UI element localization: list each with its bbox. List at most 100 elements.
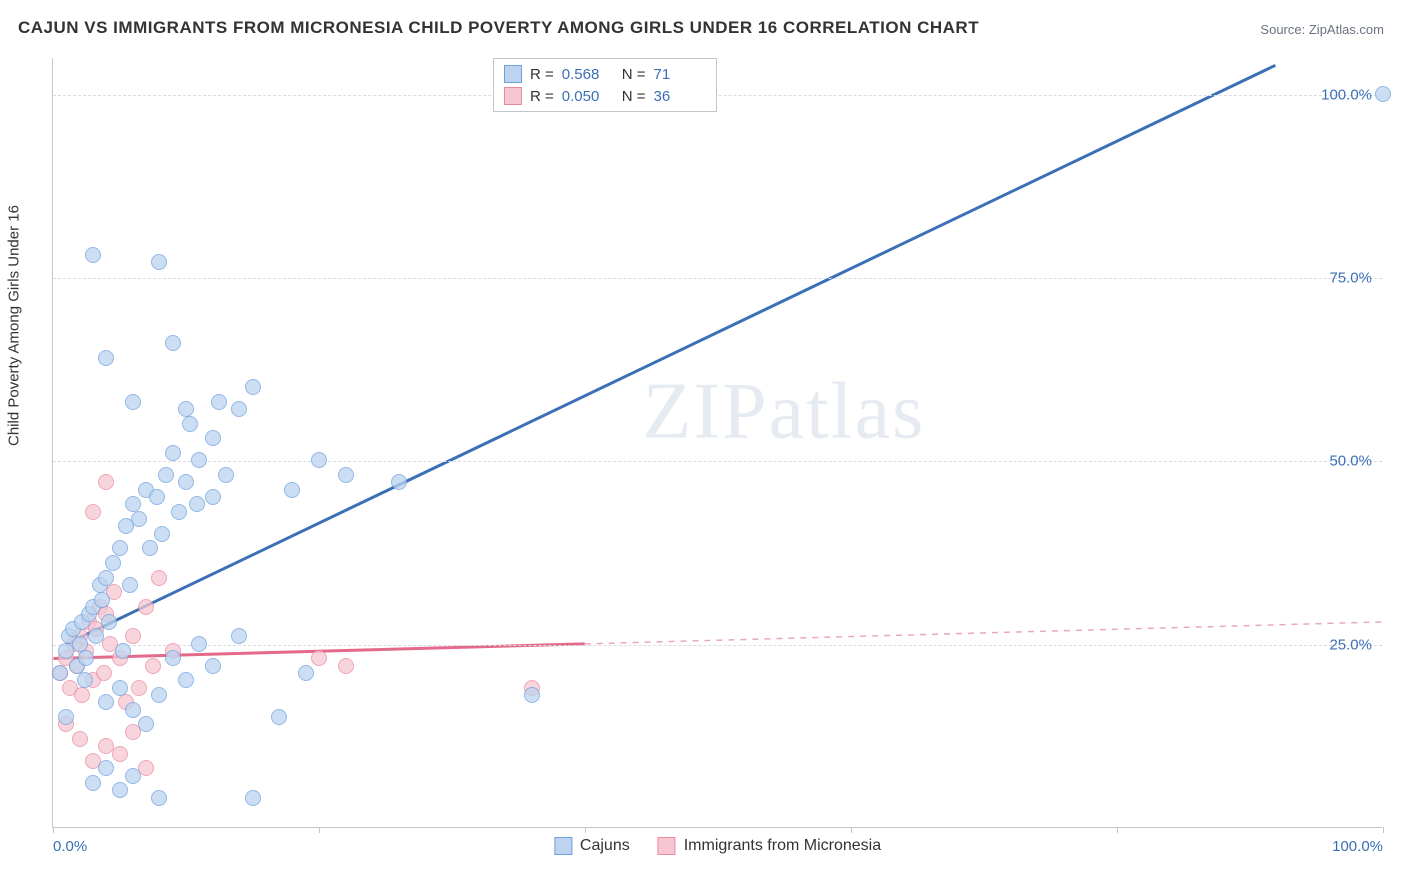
cajuns-point — [98, 350, 114, 366]
chart-title: CAJUN VS IMMIGRANTS FROM MICRONESIA CHIL… — [18, 18, 979, 38]
plot-area: ZIPatlas R = 0.568 N = 71 R = 0.050 N = … — [52, 58, 1382, 828]
gridline — [53, 645, 1382, 646]
cajuns-point — [205, 489, 221, 505]
micronesia-point — [72, 731, 88, 747]
regression-lines — [53, 58, 1382, 827]
x-tick-mark — [53, 827, 54, 833]
y-tick-label: 75.0% — [1329, 270, 1372, 287]
cajuns-point — [284, 482, 300, 498]
cajuns-point — [77, 672, 93, 688]
cajuns-point — [151, 790, 167, 806]
stats-legend: R = 0.568 N = 71 R = 0.050 N = 36 — [493, 58, 717, 112]
r-label: R = — [530, 88, 554, 105]
micronesia-point — [85, 504, 101, 520]
cajuns-point — [98, 694, 114, 710]
cajuns-point — [151, 254, 167, 270]
x-tick-mark — [585, 827, 586, 833]
x-tick-mark — [851, 827, 852, 833]
gridline — [53, 95, 1382, 96]
cajuns-point — [165, 650, 181, 666]
cajuns-point — [338, 467, 354, 483]
source-attribution: Source: ZipAtlas.com — [1260, 22, 1384, 37]
series-legend: Cajuns Immigrants from Micronesia — [554, 837, 881, 855]
cajuns-point — [125, 394, 141, 410]
x-tick-mark — [319, 827, 320, 833]
x-tick-label-right: 100.0% — [1332, 838, 1383, 855]
cajuns-point — [191, 452, 207, 468]
cajuns-point — [231, 401, 247, 417]
cajuns-point — [101, 614, 117, 630]
source-value: ZipAtlas.com — [1309, 22, 1384, 37]
cajuns-point — [298, 665, 314, 681]
micronesia-swatch — [504, 87, 522, 105]
micronesia-point — [125, 628, 141, 644]
cajuns-point — [165, 335, 181, 351]
cajuns-point — [125, 496, 141, 512]
cajuns-point — [138, 716, 154, 732]
micronesia-r-value: 0.050 — [562, 88, 614, 105]
micronesia-point — [112, 746, 128, 762]
cajuns-point — [178, 474, 194, 490]
cajuns-swatch — [554, 837, 572, 855]
cajuns-point — [245, 379, 261, 395]
cajuns-point — [245, 790, 261, 806]
cajuns-n-value: 71 — [654, 66, 706, 83]
micronesia-point — [96, 665, 112, 681]
cajuns-r-value: 0.568 — [562, 66, 614, 83]
cajuns-point — [165, 445, 181, 461]
cajuns-point — [231, 628, 247, 644]
cajuns-point — [94, 592, 110, 608]
cajuns-point — [125, 702, 141, 718]
cajuns-point — [205, 430, 221, 446]
watermark: ZIPatlas — [643, 366, 926, 457]
gridline — [53, 461, 1382, 462]
cajuns-point — [78, 650, 94, 666]
micronesia-point — [98, 474, 114, 490]
micronesia-swatch — [658, 837, 676, 855]
cajuns-point — [271, 709, 287, 725]
cajuns-point — [154, 526, 170, 542]
cajuns-point — [52, 665, 68, 681]
cajuns-point — [112, 680, 128, 696]
cajuns-point — [218, 467, 234, 483]
micronesia-point — [131, 680, 147, 696]
cajuns-swatch — [504, 65, 522, 83]
cajuns-point — [72, 636, 88, 652]
watermark-bold: ZIP — [643, 367, 769, 455]
source-label: Source: — [1260, 22, 1305, 37]
cajuns-point — [88, 628, 104, 644]
legend-item-micronesia: Immigrants from Micronesia — [658, 837, 881, 855]
cajuns-point — [311, 452, 327, 468]
cajuns-point — [98, 760, 114, 776]
cajuns-point — [122, 577, 138, 593]
cajuns-point — [178, 401, 194, 417]
cajuns-point — [391, 474, 407, 490]
cajuns-point — [211, 394, 227, 410]
cajuns-point — [1375, 86, 1391, 102]
cajuns-point — [112, 540, 128, 556]
watermark-light: atlas — [769, 367, 926, 455]
micronesia-point — [145, 658, 161, 674]
micronesia-n-value: 36 — [654, 88, 706, 105]
cajuns-point — [189, 496, 205, 512]
micronesia-point — [138, 599, 154, 615]
cajuns-point — [142, 540, 158, 556]
micronesia-point — [151, 570, 167, 586]
cajuns-point — [524, 687, 540, 703]
cajuns-point — [182, 416, 198, 432]
cajuns-point — [98, 570, 114, 586]
stats-row-micronesia: R = 0.050 N = 36 — [504, 85, 706, 107]
cajuns-point — [205, 658, 221, 674]
cajuns-point — [158, 467, 174, 483]
micronesia-point — [311, 650, 327, 666]
micronesia-label: Immigrants from Micronesia — [684, 837, 881, 855]
gridline — [53, 278, 1382, 279]
cajuns-point — [105, 555, 121, 571]
cajuns-point — [151, 687, 167, 703]
cajuns-point — [58, 709, 74, 725]
cajuns-point — [131, 511, 147, 527]
n-label: N = — [622, 66, 646, 83]
micronesia-point — [74, 687, 90, 703]
y-tick-label: 25.0% — [1329, 636, 1372, 653]
cajuns-point — [171, 504, 187, 520]
